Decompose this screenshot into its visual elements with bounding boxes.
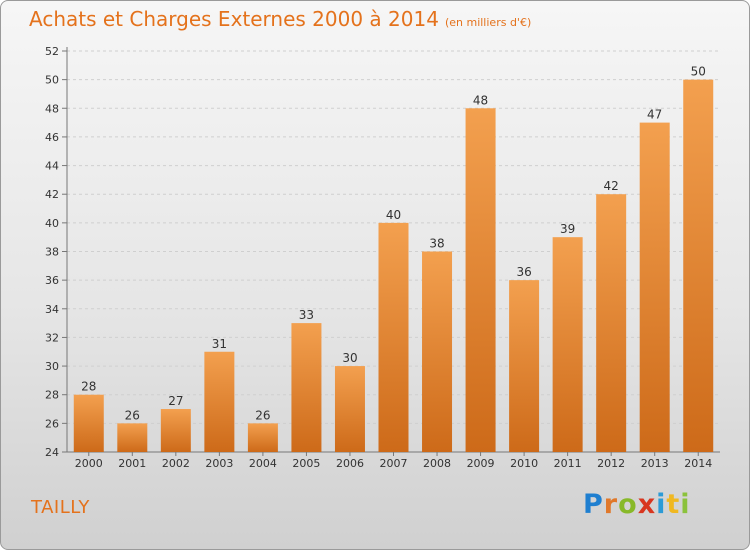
proxiti-logo: Proxiti [583, 489, 691, 520]
y-tick-label: 46 [45, 131, 59, 144]
y-tick-label: 42 [45, 188, 59, 201]
logo-letter: t [666, 489, 681, 520]
data-label: 31 [212, 337, 227, 351]
logo-letter: P [583, 489, 604, 520]
y-tick-label: 24 [45, 446, 59, 459]
x-tick-label: 2011 [554, 457, 582, 470]
logo-letter: o [618, 489, 638, 520]
data-label: 40 [386, 208, 401, 222]
x-tick-label: 2004 [249, 457, 277, 470]
bar [509, 280, 540, 452]
y-tick-label: 28 [45, 389, 59, 402]
y-tick-label: 50 [45, 74, 59, 87]
y-tick-label: 30 [45, 360, 59, 373]
y-tick-label: 52 [45, 45, 59, 58]
data-label: 42 [604, 179, 619, 193]
data-label: 26 [255, 408, 270, 422]
x-tick-label: 2005 [292, 457, 320, 470]
x-tick-label: 2009 [467, 457, 495, 470]
data-label: 28 [81, 380, 96, 394]
bar [596, 194, 627, 452]
data-label: 38 [429, 237, 444, 251]
y-tick-label: 38 [45, 246, 59, 259]
x-tick-label: 2012 [597, 457, 625, 470]
data-label: 33 [299, 308, 314, 322]
bar [334, 366, 365, 452]
y-tick-label: 36 [45, 274, 59, 287]
x-tick-label: 2013 [641, 457, 669, 470]
x-tick-label: 2008 [423, 457, 451, 470]
x-tick-label: 2014 [684, 457, 712, 470]
chart-title-text: Achats et Charges Externes 2000 à 2014 [29, 7, 439, 31]
data-label: 26 [125, 408, 140, 422]
y-tick-label: 26 [45, 417, 59, 430]
x-tick-label: 2010 [510, 457, 538, 470]
x-tick-label: 2002 [162, 457, 190, 470]
logo-letter: i [680, 489, 691, 520]
x-tick-label: 2000 [75, 457, 103, 470]
logo-letter: x [637, 489, 657, 520]
bar [639, 122, 670, 452]
data-label: 30 [342, 351, 357, 365]
bar [552, 237, 583, 452]
data-label: 36 [516, 265, 531, 279]
bar [204, 351, 235, 452]
y-tick-label: 32 [45, 331, 59, 344]
y-tick-label: 34 [45, 303, 59, 316]
bar [117, 423, 148, 452]
y-tick-label: 44 [45, 160, 59, 173]
bar [247, 423, 278, 452]
bar [422, 251, 453, 452]
y-tick-label: 48 [45, 102, 59, 115]
y-tick-label: 40 [45, 217, 59, 230]
place-name: TAILLY [31, 497, 90, 518]
bar [160, 409, 191, 452]
bar [291, 323, 322, 452]
data-label: 48 [473, 93, 488, 107]
logo-letter: r [603, 489, 619, 520]
data-label: 27 [168, 394, 183, 408]
chart-subtitle: (en milliers d'€) [444, 16, 532, 29]
chart-title: Achats et Charges Externes 2000 à 2014 (e… [29, 7, 531, 31]
data-label: 50 [691, 65, 706, 79]
bar [465, 108, 496, 453]
logo-letter: i [656, 489, 667, 520]
bar [73, 394, 104, 452]
x-tick-label: 2003 [205, 457, 233, 470]
x-tick-label: 2007 [380, 457, 408, 470]
data-label: 47 [647, 108, 662, 122]
x-tick-label: 2001 [118, 457, 146, 470]
x-tick-label: 2006 [336, 457, 364, 470]
bar [683, 79, 714, 453]
data-label: 39 [560, 222, 575, 236]
bar [378, 222, 409, 452]
